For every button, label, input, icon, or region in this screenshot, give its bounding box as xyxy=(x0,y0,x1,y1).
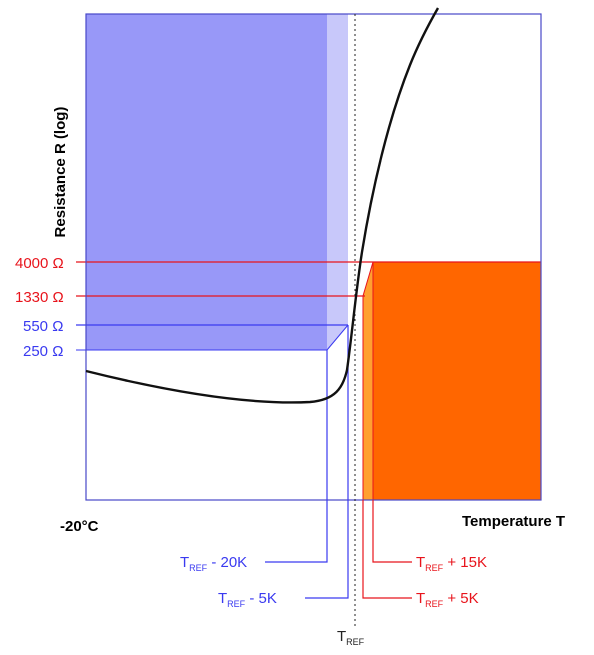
label-1330-ohm: 1330 Ω xyxy=(15,289,64,306)
plot-frame xyxy=(85,13,542,501)
label-4000-ohm: 4000 Ω xyxy=(15,255,64,272)
leader-tref-plus-5k xyxy=(362,500,412,599)
x-start-label: -20°C xyxy=(60,518,99,535)
label-tref-minus-5k: TREF - 5K xyxy=(218,590,277,609)
light-blue-region-tref-minus-20k-to-minus-5k xyxy=(327,14,348,350)
leader-tref-minus-20k xyxy=(265,350,328,563)
blue-ramp-edge xyxy=(326,324,349,351)
label-tref: TREF xyxy=(337,628,365,647)
blue-region-below-tref-minus-20k xyxy=(86,14,327,350)
label-tref-plus-15k: TREF + 15K xyxy=(416,554,487,573)
label-550-ohm: 550 Ω xyxy=(23,318,63,335)
label-tref-minus-20k: TREF - 20K xyxy=(180,554,247,573)
resistance-curve xyxy=(85,7,440,404)
orange-region-above-tref-plus-15k xyxy=(373,262,541,500)
orange-region-edge xyxy=(362,261,374,500)
leader-tref-plus-15k xyxy=(372,500,412,563)
label-250-ohm: 250 Ω xyxy=(23,343,63,360)
y-axis-label: Resistance R (log) xyxy=(52,107,69,238)
x-axis-label: Temperature T xyxy=(462,513,565,530)
leader-tref-minus-5k xyxy=(305,325,349,599)
label-tref-plus-5k: TREF + 5K xyxy=(416,590,479,609)
light-orange-region-tref-plus-5k-to-plus-15k xyxy=(363,262,373,500)
